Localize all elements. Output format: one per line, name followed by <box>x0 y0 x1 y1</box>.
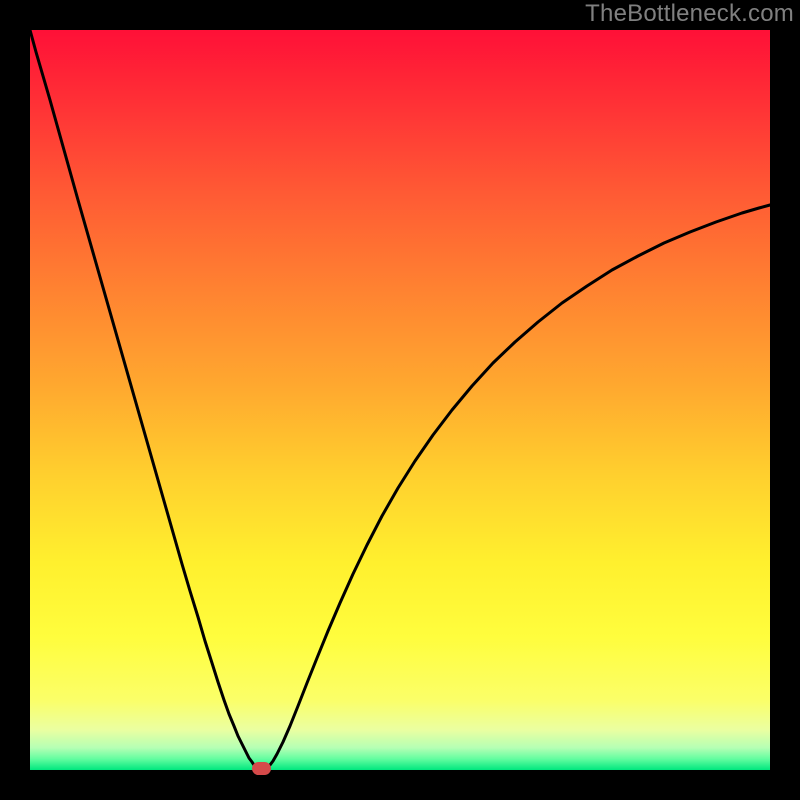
watermark-text: TheBottleneck.com <box>585 0 794 28</box>
frame-border-left <box>0 0 30 800</box>
plot-background-gradient <box>30 30 770 770</box>
chart-root: TheBottleneck.com <box>0 0 800 800</box>
frame-border-right <box>770 0 800 800</box>
frame-border-bottom <box>0 770 800 800</box>
optimal-point-marker <box>252 762 271 775</box>
